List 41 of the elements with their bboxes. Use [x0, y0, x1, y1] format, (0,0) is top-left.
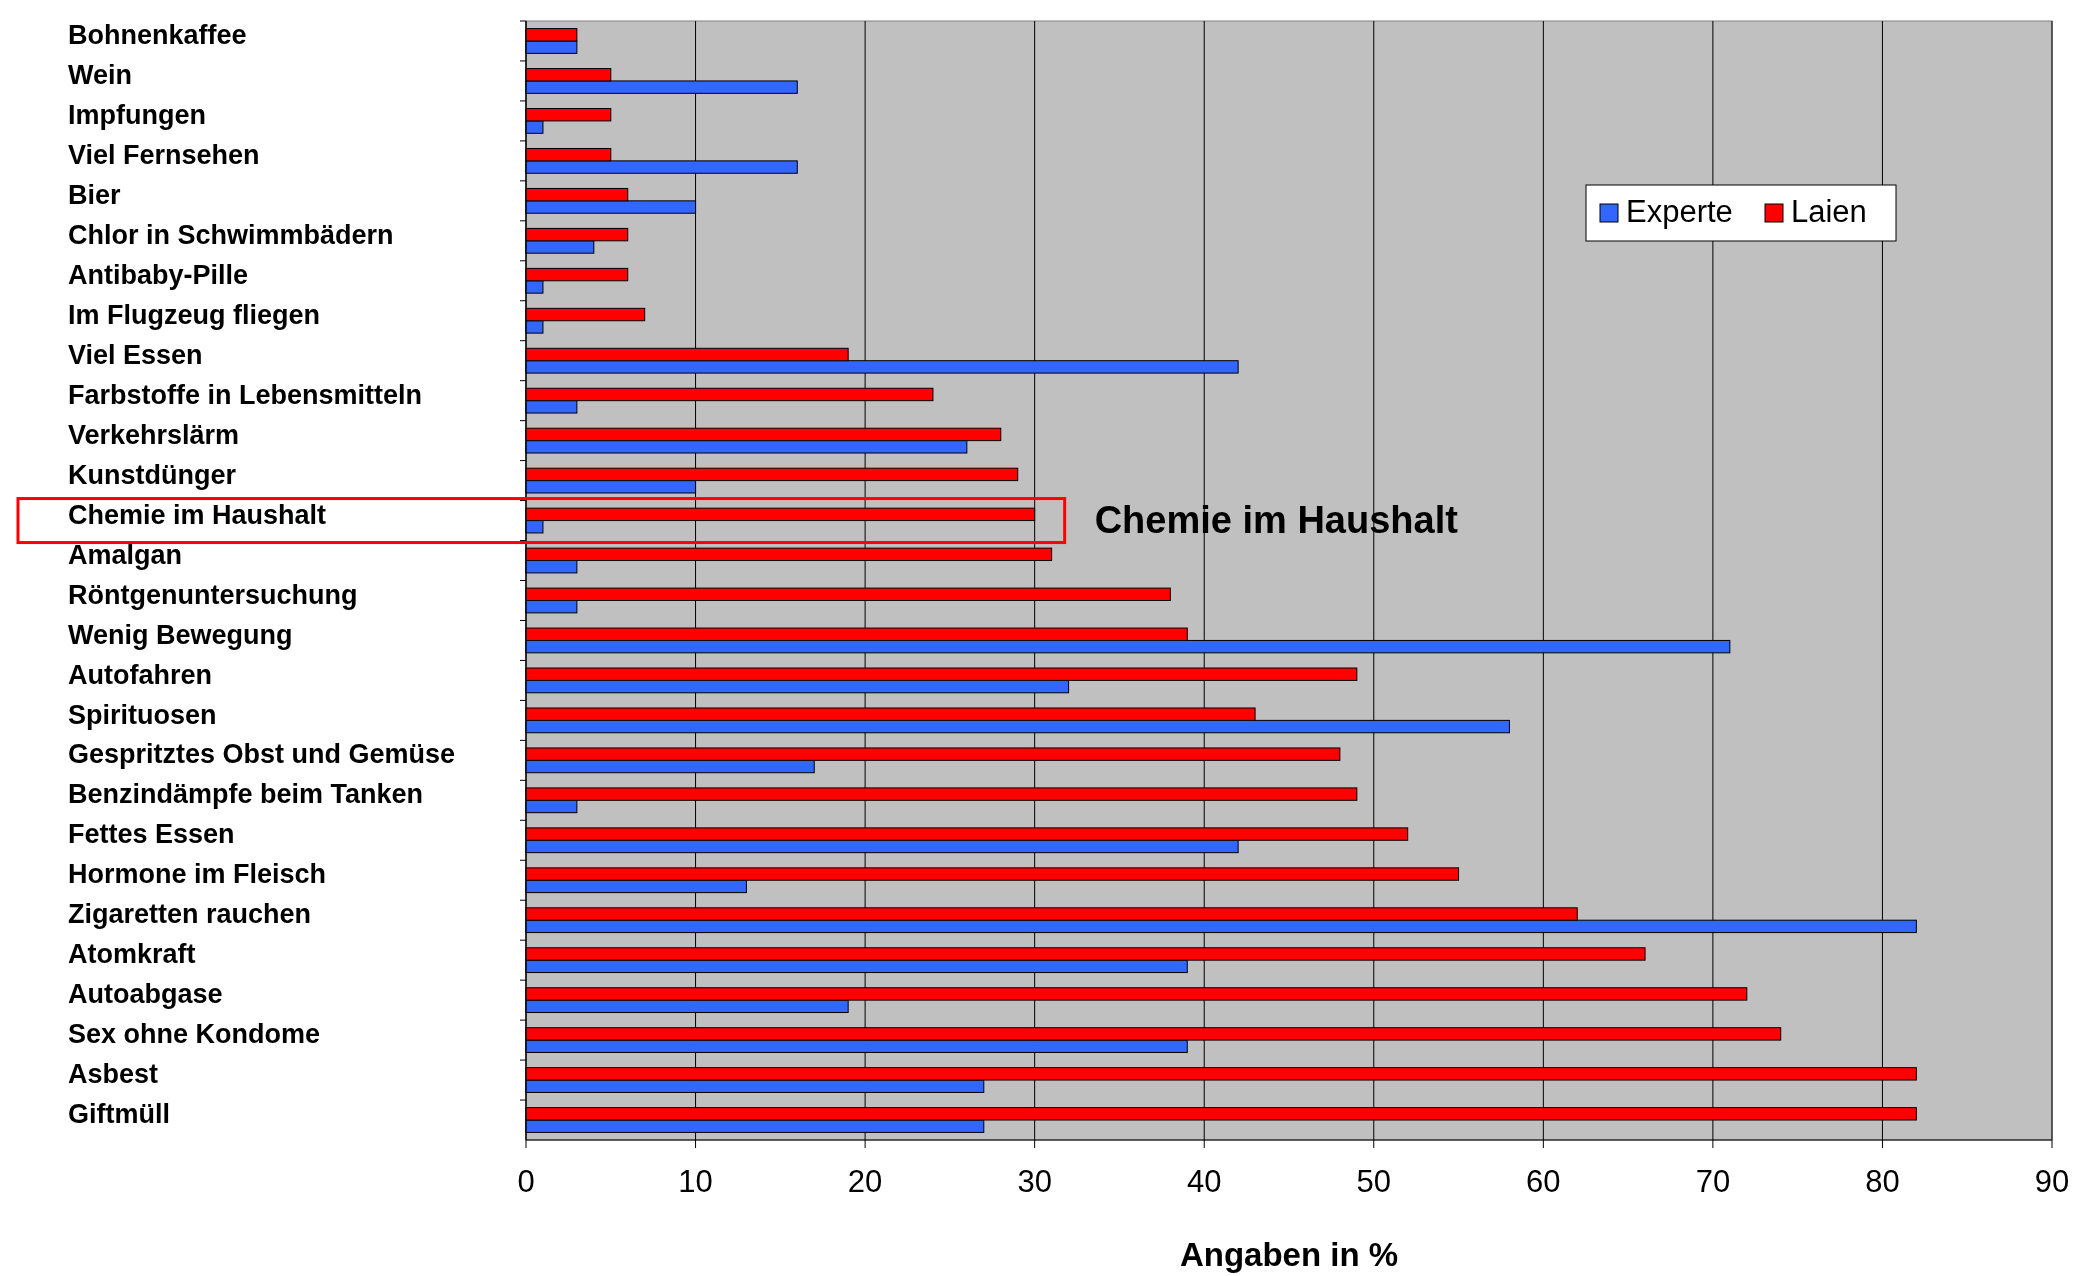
x-tick-label: 60 — [1526, 1164, 1561, 1199]
y-tick-label: Gespritztes Obst und Gemüse — [68, 739, 456, 770]
x-tick-label: 30 — [1017, 1164, 1052, 1199]
y-tick-label: Autofahren — [68, 659, 212, 690]
y-tick-label: Antibaby-Pille — [68, 259, 249, 290]
y-tick-label: Röntgenuntersuchung — [68, 579, 358, 610]
y-tick-label: Farbstoffe in Lebensmitteln — [68, 379, 423, 410]
y-tick-label: Atomkraft — [68, 939, 196, 970]
y-tick-label: Zigaretten rauchen — [68, 899, 312, 930]
x-tick-label: 50 — [1356, 1164, 1392, 1199]
y-tick-label: Amalgan — [68, 539, 183, 570]
y-tick-label: Chlor in Schwimmbädern — [68, 219, 394, 250]
y-tick-label: Bohnenkaffee — [68, 20, 247, 51]
y-tick-label: Bier — [68, 179, 122, 210]
y-tick-label: Verkehrslärm — [68, 419, 240, 450]
x-tick-label: 0 — [517, 1164, 535, 1199]
y-tick-label: Wenig Bewegung — [68, 619, 293, 650]
y-tick-label: Impfungen — [68, 100, 206, 131]
y-tick-label: Giftmüll — [68, 1099, 170, 1130]
y-tick-label: Asbest — [68, 1059, 159, 1090]
y-tick-label: Im Flugzeug fliegen — [68, 299, 321, 330]
legend-label: Experte — [1626, 194, 1733, 230]
x-tick-label: 80 — [1865, 1164, 1900, 1199]
y-tick-label: Fettes Essen — [68, 819, 235, 850]
x-axis-title: Angaben in % — [1179, 1236, 1399, 1273]
y-tick-label: Wein — [68, 60, 133, 91]
x-tick-label: 10 — [678, 1164, 713, 1199]
y-tick-label: Viel Fernsehen — [68, 140, 260, 170]
y-tick-label: Sex ohne Kondome — [68, 1019, 321, 1050]
y-tick-label: Kunstdünger — [68, 459, 237, 490]
x-tick-label: 20 — [847, 1164, 883, 1199]
x-tick-label: 40 — [1186, 1164, 1222, 1199]
x-tick-label: 70 — [1695, 1164, 1731, 1199]
legend-label: Laien — [1791, 194, 1867, 230]
y-tick-label: Hormone im Fleisch — [68, 859, 327, 890]
y-tick-label: Viel Essen — [68, 339, 203, 370]
y-tick-label: Benzindämpfe beim Tanken — [68, 779, 424, 810]
y-tick-label: Chemie im Haushalt — [68, 499, 327, 530]
x-tick-label: 90 — [2034, 1164, 2070, 1199]
y-tick-label: Spirituosen — [68, 699, 217, 730]
y-tick-label: Autoabgase — [68, 979, 223, 1010]
